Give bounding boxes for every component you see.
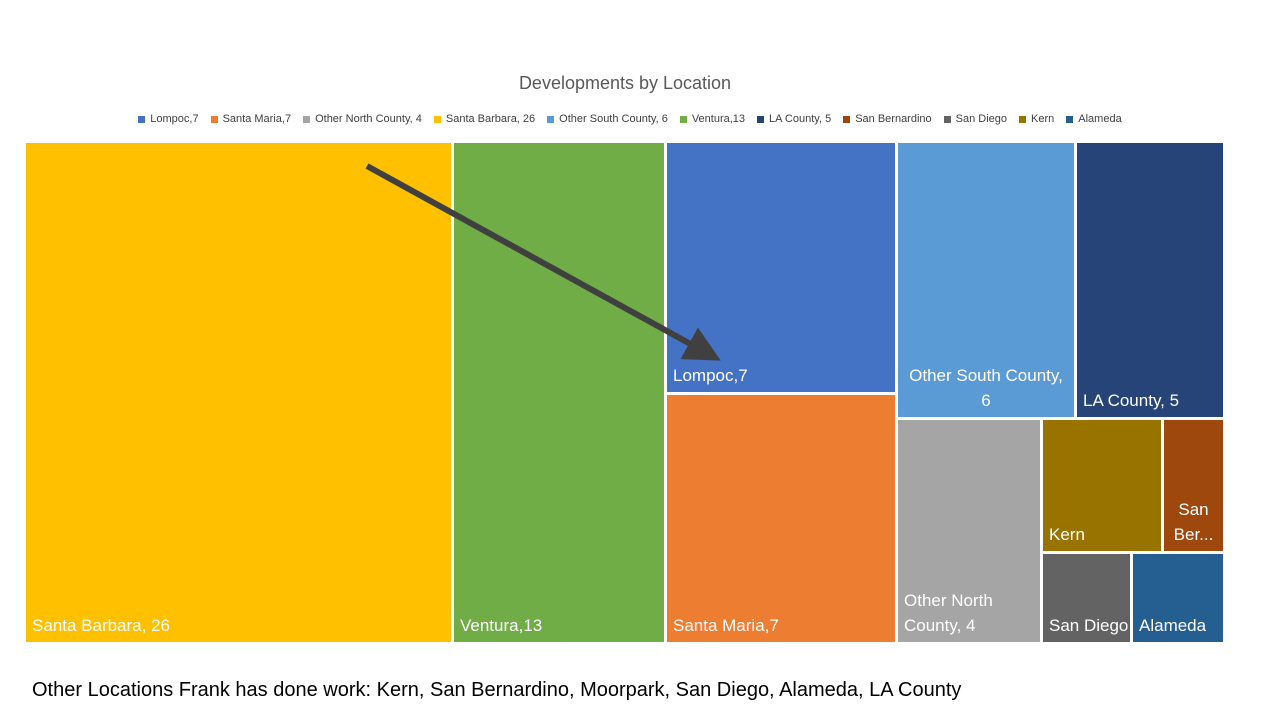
tile-santa-barbara: Santa Barbara, 26	[26, 143, 454, 645]
tile-alameda: Alameda	[1133, 554, 1226, 645]
footer-note: Other Locations Frank has done work: Ker…	[32, 679, 962, 701]
legend-swatch	[943, 115, 951, 123]
legend-item: San Diego	[943, 113, 1008, 125]
tile-label: Lompoc,7	[673, 366, 748, 385]
legend-swatch	[1019, 115, 1027, 123]
legend-label: Santa Maria,7	[222, 113, 292, 125]
legend-swatch	[757, 115, 765, 123]
tile-la-county: LA County, 5	[1077, 143, 1226, 420]
legend-label: Lompoc,7	[150, 113, 199, 125]
tile-other-south-county: Other South County, 6	[898, 143, 1077, 420]
tile-santa-maria: Santa Maria,7	[667, 395, 898, 645]
legend-item: Santa Maria,7	[210, 113, 292, 125]
tile-san-diego: San Diego	[1043, 554, 1133, 645]
legend-label: LA County, 5	[769, 113, 832, 125]
tile-label: Santa Maria,7	[673, 616, 779, 635]
tile-label: San Ber...	[1173, 500, 1214, 544]
legend-item: San Bernardino	[843, 113, 932, 125]
legend-swatch	[138, 115, 146, 123]
tile-san-bernardino: San Ber...	[1164, 420, 1226, 554]
tile-label: Kern	[1049, 525, 1085, 544]
tile-label: Ventura,13	[460, 616, 543, 635]
legend-label: San Diego	[955, 113, 1008, 125]
tile-label: Other South County, 6	[909, 366, 1063, 410]
tile-label: Other North County, 4	[904, 591, 993, 635]
legend-item: Santa Barbara, 26	[433, 113, 536, 125]
chart-title: Developments by Location	[518, 73, 732, 93]
tile-other-north-county: Other North County, 4	[898, 420, 1043, 645]
treemap: Santa Barbara, 26 Ventura,13 Lompoc,7 Santa…	[26, 143, 1226, 645]
legend-swatch	[1066, 115, 1074, 123]
legend-swatch	[303, 115, 311, 123]
legend-label: Kern	[1031, 113, 1055, 125]
tile-lompoc: Lompoc,7	[667, 143, 898, 395]
legend-swatch	[843, 115, 851, 123]
tile-label: Santa Barbara, 26	[32, 616, 170, 635]
legend-swatch	[433, 115, 441, 123]
tile-ventura: Ventura,13	[454, 143, 667, 645]
legend-item: Kern	[1019, 113, 1054, 125]
legend-label: San Bernardino	[855, 113, 932, 125]
tile-kern: Kern	[1043, 420, 1164, 554]
tile-label: LA County, 5	[1083, 391, 1180, 410]
chart-legend: Lompoc,7 Santa Maria,7 Other North County,…	[0, 113, 1260, 125]
legend-item: Other South County, 6	[547, 113, 668, 125]
legend-swatch	[210, 115, 218, 123]
legend-item: Alameda	[1066, 113, 1122, 125]
legend-item: Lompoc,7	[138, 113, 199, 125]
tile-label: San Diego	[1049, 616, 1129, 635]
legend-item: Other North County, 4	[303, 113, 422, 125]
legend-label: Other North County, 4	[315, 113, 422, 125]
legend-label: Other South County, 6	[559, 113, 668, 125]
legend-label: Alameda	[1078, 113, 1122, 125]
legend-swatch	[679, 115, 687, 123]
tile-label: Alameda	[1139, 616, 1207, 635]
legend-label: Santa Barbara, 26	[445, 113, 536, 125]
legend-swatch	[547, 115, 555, 123]
legend-label: Ventura,13	[691, 113, 746, 125]
legend-item: Ventura,13	[679, 113, 746, 125]
legend-item: LA County, 5	[757, 113, 831, 125]
